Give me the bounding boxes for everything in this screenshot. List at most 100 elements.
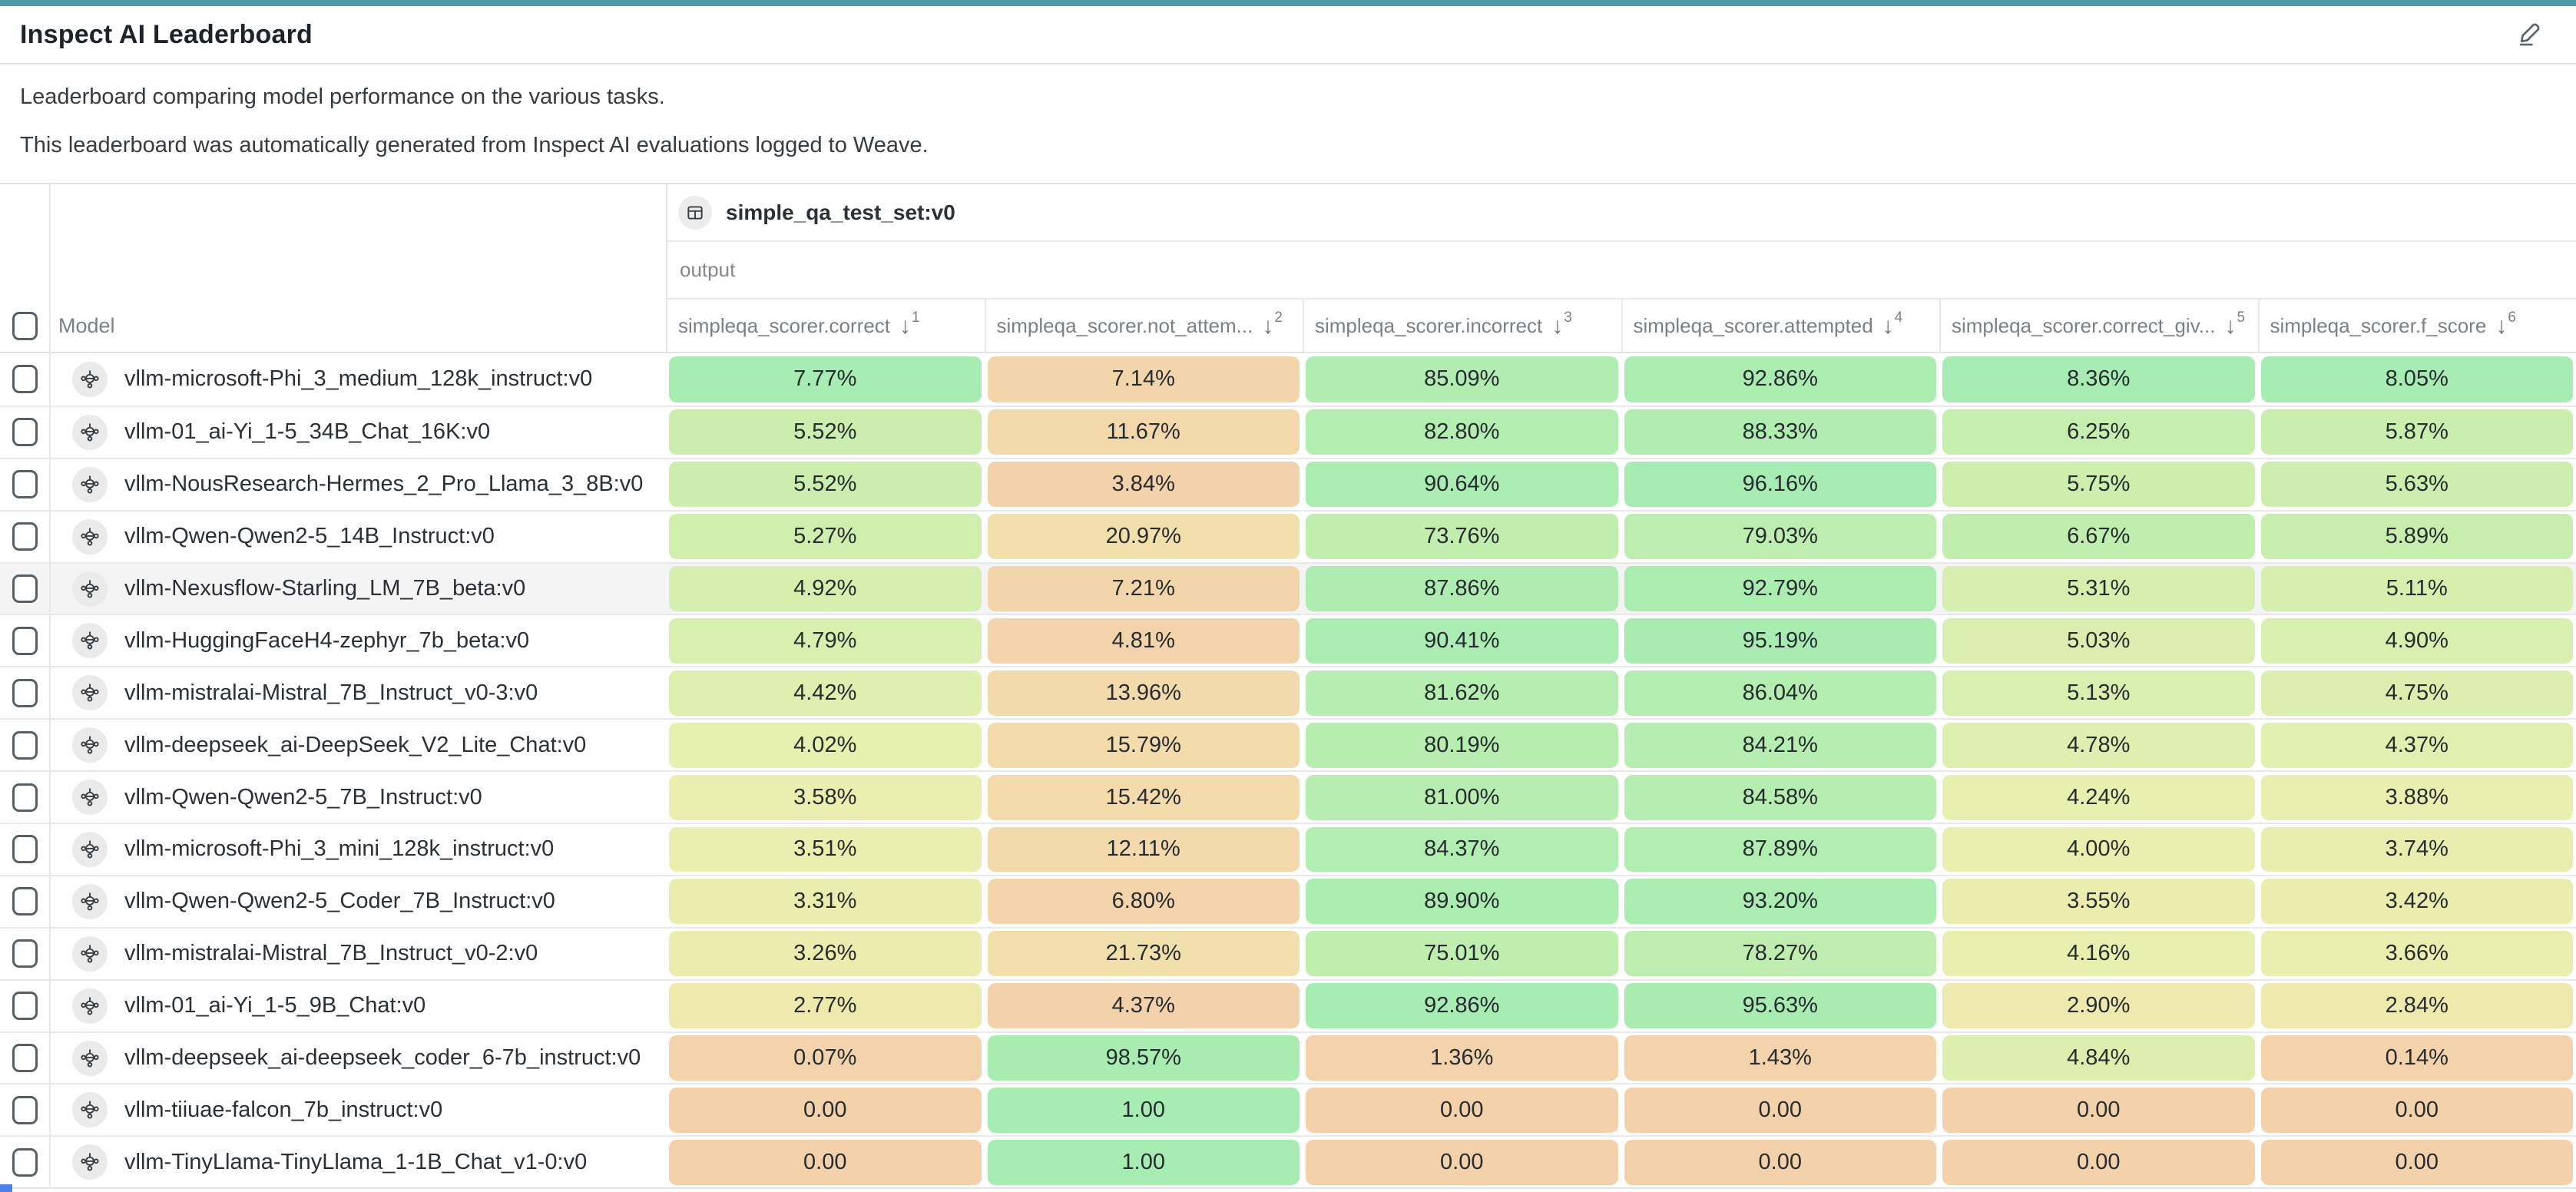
table-row: vllm-TinyLlama-TinyLlama_1-1B_Chat_v1-0:… [0, 1135, 2576, 1188]
score-value: 98.57% [987, 1035, 1300, 1081]
model-icon [72, 1092, 108, 1128]
model-name: vllm-Qwen-Qwen2-5_7B_Instruct:v0 [124, 784, 482, 810]
model-cell[interactable]: vllm-NousResearch-Hermes_2_Pro_Llama_3_8… [49, 459, 666, 510]
sort-desc-icon[interactable]: ↓3 [1551, 309, 1572, 339]
table-row: vllm-Qwen-Qwen2-5_Coder_7B_Instruct:v0 3… [0, 874, 2576, 927]
row-checkbox[interactable] [12, 992, 38, 1021]
model-cell[interactable]: vllm-microsoft-Phi_3_medium_128k_instruc… [49, 353, 666, 406]
score-value: 4.78% [1942, 722, 2255, 768]
sort-desc-icon[interactable]: ↓6 [2495, 309, 2516, 339]
row-checkbox-cell [0, 407, 49, 458]
sort-desc-icon[interactable]: ↓2 [1262, 309, 1283, 339]
row-checkbox[interactable] [12, 783, 38, 812]
model-cell[interactable]: vllm-Qwen-Qwen2-5_Coder_7B_Instruct:v0 [49, 876, 666, 927]
score-column-label: simpleqa_scorer.f_score [2270, 313, 2487, 337]
row-checkbox[interactable] [12, 1095, 38, 1124]
model-cell[interactable]: vllm-microsoft-Phi_3_mini_128k_instruct:… [49, 824, 666, 875]
score-column-header[interactable]: simpleqa_scorer.attempted ↓4 [1621, 300, 1940, 352]
model-icon [72, 727, 108, 763]
select-all-cell [0, 300, 49, 352]
score-value: 75.01% [1306, 931, 1618, 977]
score-value: 4.81% [987, 618, 1300, 664]
score-cell: 87.86% [1303, 564, 1621, 614]
row-checkbox[interactable] [12, 470, 38, 499]
row-checkbox[interactable] [12, 939, 38, 969]
score-value: 4.84% [1942, 1035, 2255, 1081]
model-cell[interactable]: vllm-deepseek_ai-deepseek_coder_6-7b_ins… [49, 1033, 666, 1084]
score-cell: 95.63% [1621, 981, 1940, 1031]
model-cell[interactable]: vllm-tiiuae-falcon_7b_instruct:v0 [49, 1084, 666, 1135]
score-cell: 4.37% [985, 981, 1303, 1031]
row-checkbox-cell [0, 615, 49, 666]
row-checkbox[interactable] [12, 730, 38, 760]
model-name: vllm-Nexusflow-Starling_LM_7B_beta:v0 [124, 576, 526, 601]
model-cell[interactable]: vllm-Qwen-Qwen2-5_7B_Instruct:v0 [49, 772, 666, 823]
sort-desc-icon[interactable]: ↓4 [1882, 309, 1903, 339]
description-line-1: Leaderboard comparing model performance … [20, 84, 665, 109]
dataset-group-header[interactable]: simple_qa_test_set:v0 [666, 184, 2576, 242]
score-column-header[interactable]: simpleqa_scorer.correct_giv... ↓5 [1939, 300, 2258, 352]
select-all-checkbox[interactable] [12, 311, 38, 340]
sort-desc-icon[interactable]: ↓5 [2224, 309, 2246, 339]
row-checkbox[interactable] [12, 574, 38, 603]
score-cell: 78.27% [1621, 929, 1940, 979]
score-cell: 4.75% [2258, 667, 2576, 718]
score-cell: 8.05% [2258, 353, 2576, 406]
edit-button[interactable] [2513, 18, 2547, 51]
model-icon [72, 831, 108, 867]
score-value: 0.00 [2260, 1139, 2573, 1185]
score-value: 88.33% [1624, 409, 1936, 455]
model-cell[interactable]: vllm-mistralai-Mistral_7B_Instruct_v0-3:… [49, 667, 666, 718]
score-column-header[interactable]: simpleqa_scorer.not_attem... ↓2 [984, 300, 1303, 352]
score-value: 0.00 [1942, 1087, 2255, 1133]
row-checkbox[interactable] [12, 678, 38, 707]
row-checkbox[interactable] [12, 626, 38, 655]
row-checkbox[interactable] [12, 835, 38, 864]
output-subheader: output [666, 242, 2576, 300]
score-column-header[interactable]: simpleqa_scorer.correct ↓1 [666, 300, 985, 352]
model-icon [72, 1040, 108, 1076]
score-value: 5.52% [669, 462, 982, 508]
score-cell: 90.41% [1303, 615, 1621, 666]
score-value: 5.11% [2260, 566, 2573, 611]
score-cell: 92.86% [1621, 353, 1940, 406]
score-value: 7.77% [669, 356, 982, 403]
row-checkbox-cell [0, 1033, 49, 1084]
score-value: 5.03% [1942, 618, 2255, 664]
score-cell: 98.57% [985, 1033, 1303, 1084]
model-cell[interactable]: vllm-Qwen-Qwen2-5_14B_Instruct:v0 [49, 512, 666, 562]
model-column-header[interactable]: Model [49, 300, 666, 352]
model-cell[interactable]: vllm-01_ai-Yi_1-5_9B_Chat:v0 [49, 981, 666, 1031]
model-cell[interactable]: vllm-Nexusflow-Starling_LM_7B_beta:v0 [49, 564, 666, 614]
score-value: 6.25% [1942, 409, 2255, 455]
score-column-header[interactable]: simpleqa_scorer.incorrect ↓3 [1303, 300, 1621, 352]
score-value: 4.37% [987, 983, 1300, 1029]
score-cell: 5.87% [2258, 407, 2576, 458]
score-cell: 0.00 [1939, 1084, 2258, 1135]
titlebar: Inspect AI Leaderboard [0, 6, 2576, 65]
score-column-label: simpleqa_scorer.correct_giv... [1952, 313, 2216, 337]
score-value: 2.77% [669, 983, 982, 1029]
row-checkbox[interactable] [12, 522, 38, 551]
score-value: 81.00% [1306, 774, 1618, 820]
model-cell[interactable]: vllm-HuggingFaceH4-zephyr_7b_beta:v0 [49, 615, 666, 666]
model-cell[interactable]: vllm-TinyLlama-TinyLlama_1-1B_Chat_v1-0:… [49, 1137, 666, 1187]
score-cell: 4.92% [666, 564, 985, 614]
model-cell[interactable]: vllm-deepseek_ai-DeepSeek_V2_Lite_Chat:v… [49, 720, 666, 770]
model-icon [72, 414, 108, 450]
score-column-header[interactable]: simpleqa_scorer.f_score ↓6 [2257, 300, 2576, 352]
score-value: 15.42% [987, 774, 1300, 820]
score-value: 96.16% [1624, 462, 1936, 508]
model-cell[interactable]: vllm-mistralai-Mistral_7B_Instruct_v0-2:… [49, 929, 666, 979]
score-cell: 21.73% [985, 929, 1303, 979]
row-checkbox[interactable] [12, 1147, 38, 1177]
model-cell[interactable]: vllm-01_ai-Yi_1-5_34B_Chat_16K:v0 [49, 407, 666, 458]
row-checkbox[interactable] [12, 418, 38, 447]
score-cell: 73.76% [1303, 512, 1621, 562]
score-value: 13.96% [987, 670, 1300, 716]
row-checkbox[interactable] [12, 365, 38, 394]
row-checkbox[interactable] [12, 887, 38, 916]
sort-desc-icon[interactable]: ↓1 [899, 309, 920, 339]
row-checkbox[interactable] [12, 1044, 38, 1073]
score-value: 6.67% [1942, 514, 2255, 560]
